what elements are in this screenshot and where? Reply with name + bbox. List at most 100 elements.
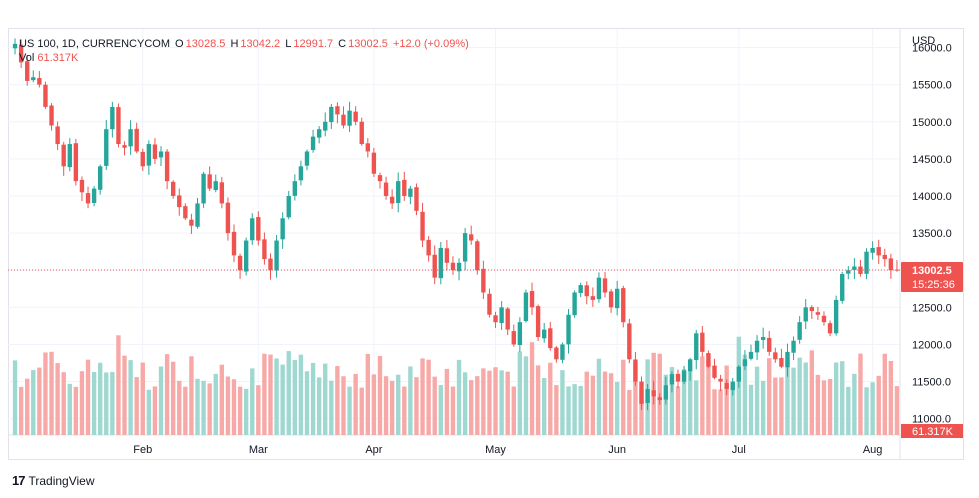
candle-body[interactable] [402,179,407,197]
candle-body[interactable] [505,308,510,330]
candle-body[interactable] [718,378,723,382]
candle-body[interactable] [371,152,377,174]
candle-body[interactable] [633,359,638,382]
candle-body[interactable] [560,344,565,360]
candle-body[interactable] [645,388,650,403]
candle-body[interactable] [511,331,516,345]
candle-body[interactable] [724,382,729,389]
candle-body[interactable] [213,181,218,191]
candle-body[interactable] [809,307,814,312]
candle-body[interactable] [146,144,152,166]
candle-body[interactable] [608,291,614,308]
candle-body[interactable] [116,107,121,145]
candle-body[interactable] [852,266,857,270]
candle-body[interactable] [55,126,60,145]
candle-body[interactable] [389,196,395,204]
candle-body[interactable] [183,206,188,219]
candle-body[interactable] [542,329,547,339]
candle-body[interactable] [329,106,334,123]
candle-body[interactable] [657,397,662,401]
candle-body[interactable] [584,285,589,297]
candle-body[interactable] [408,188,413,197]
candle-body[interactable] [554,347,559,360]
candle-body[interactable] [292,181,298,196]
candle-body[interactable] [663,385,669,400]
candle-body[interactable] [450,262,456,271]
candle-body[interactable] [876,247,881,256]
candle-body[interactable] [298,166,304,181]
symbol-label[interactable]: US 100, 1D, CURRENCYCOM [19,38,170,50]
candle-body[interactable] [25,61,30,81]
candle-body[interactable] [231,231,237,256]
candle-body[interactable] [237,255,243,271]
candle-body[interactable] [614,288,620,309]
candle-body[interactable] [286,196,291,218]
candle-body[interactable] [888,258,894,271]
candle-body[interactable] [578,285,583,293]
candle-body[interactable] [694,333,699,361]
candle-body[interactable] [469,234,474,241]
candle-body[interactable] [110,106,115,130]
candle-body[interactable] [748,351,754,359]
candle-body[interactable] [456,262,462,272]
candle-body[interactable] [170,181,176,197]
candle-body[interactable] [396,181,401,204]
candle-body[interactable] [602,278,608,293]
candle-body[interactable] [12,43,18,49]
candle-body[interactable] [365,143,370,152]
candle-body[interactable] [377,175,383,182]
candle-body[interactable] [548,328,553,349]
tradingview-logo[interactable]: 17 TradingView [12,473,95,488]
candle-body[interactable] [669,374,675,385]
candle-body[interactable] [164,151,170,182]
candle-body[interactable] [712,365,717,378]
candle-body[interactable] [535,306,541,338]
candle-body[interactable] [797,322,802,340]
candle-body[interactable] [134,128,139,152]
candle-body[interactable] [779,358,784,367]
candle-body[interactable] [177,195,182,208]
candle-body[interactable] [493,315,498,323]
candle-body[interactable] [675,373,681,382]
candle-body[interactable] [61,144,66,167]
candle-body[interactable] [140,151,145,167]
candle-body[interactable] [827,323,833,334]
candle-body[interactable] [499,307,504,324]
candle-body[interactable] [590,296,596,300]
candle-body[interactable] [754,340,760,353]
candle-body[interactable] [128,129,133,147]
candle-body[interactable] [864,251,869,274]
candle-body[interactable] [18,44,24,63]
candle-body[interactable] [195,203,200,227]
candle-body[interactable] [256,217,261,241]
candle-body[interactable] [341,114,346,126]
candle-body[interactable] [250,218,255,241]
candle-body[interactable] [462,233,468,262]
candle-body[interactable] [43,84,48,107]
candle-body[interactable] [37,78,42,85]
candle-body[interactable] [487,293,492,315]
candle-body[interactable] [438,247,443,279]
candle-body[interactable] [687,359,693,372]
candle-body[interactable] [67,144,72,168]
candle-body[interactable] [85,193,91,204]
candle-body[interactable] [201,173,206,204]
candle-body[interactable] [323,121,328,131]
candle-body[interactable] [639,381,644,404]
candle-body[interactable] [700,332,705,352]
candle-body[interactable] [353,111,358,122]
candle-body[interactable] [347,110,352,126]
candle-body[interactable] [833,299,839,334]
candle-body[interactable] [803,307,808,322]
candle-body[interactable] [359,121,364,145]
candle-body[interactable] [310,136,316,151]
candle-body[interactable] [529,291,535,308]
candle-body[interactable] [426,239,431,256]
candle-body[interactable] [79,179,85,193]
candle-body[interactable] [274,240,279,271]
candle-body[interactable] [840,273,845,301]
candle-body[interactable] [736,366,742,382]
candle-body[interactable] [821,315,827,323]
candle-body[interactable] [523,292,529,322]
